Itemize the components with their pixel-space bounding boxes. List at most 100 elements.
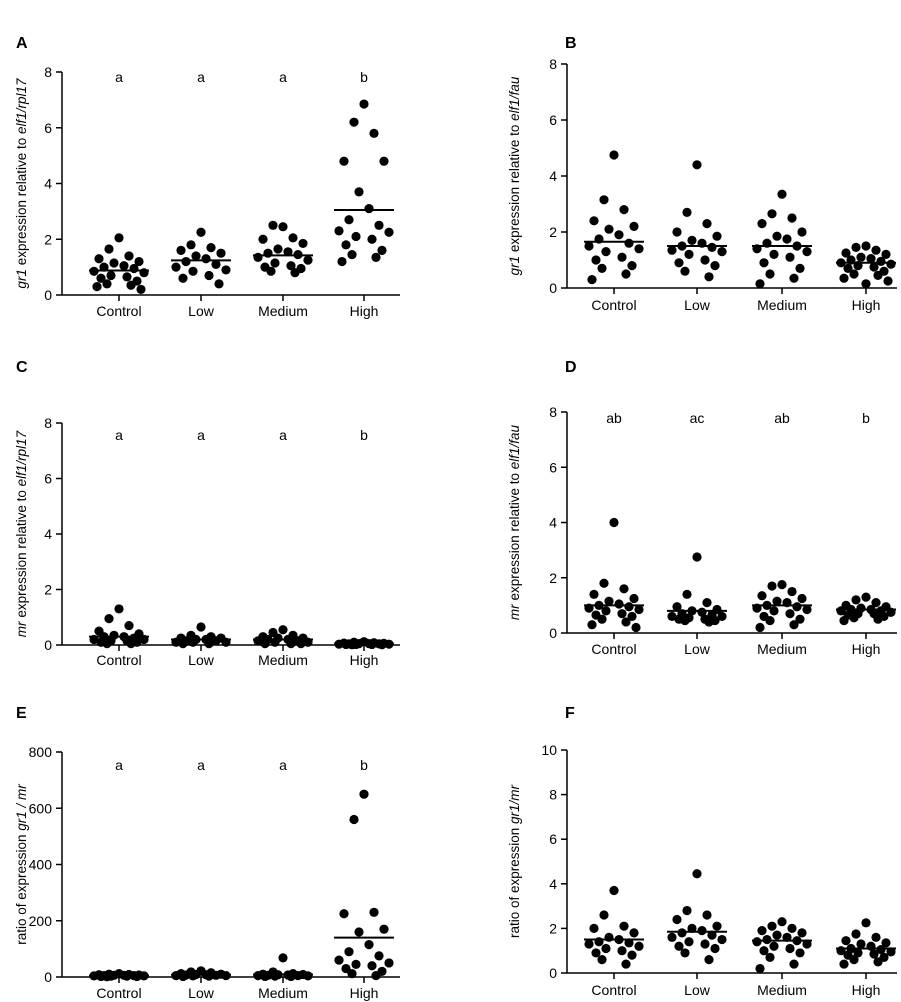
data-point	[178, 971, 188, 982]
data-point	[617, 946, 627, 956]
y-tick-label: 0	[549, 625, 557, 641]
data-point	[802, 939, 812, 949]
data-point	[270, 971, 280, 981]
data-point	[755, 963, 765, 974]
data-point	[789, 620, 799, 630]
x-tick-label: Medium	[258, 303, 308, 319]
data-point	[785, 252, 795, 262]
data-point	[273, 244, 283, 254]
data-point	[211, 259, 221, 269]
data-point	[795, 614, 805, 624]
data-point	[762, 934, 772, 945]
x-tick-label: Low	[188, 985, 215, 1001]
data-point	[873, 614, 883, 624]
data-point	[881, 249, 891, 259]
data-point	[717, 611, 727, 622]
data-point	[609, 885, 619, 896]
data-point	[674, 941, 684, 951]
data-point	[629, 221, 639, 231]
data-point	[682, 905, 692, 916]
data-point	[873, 957, 883, 967]
x-tick-label: Control	[591, 297, 636, 313]
significance-letter: b	[360, 69, 368, 85]
data-point	[631, 622, 641, 633]
data-point	[371, 970, 381, 981]
data-point	[767, 209, 777, 219]
y-tick-label: 6	[44, 471, 52, 487]
y-tick-label: 6	[549, 831, 557, 847]
panel-letter: D	[565, 359, 577, 376]
data-point	[216, 248, 226, 258]
data-point	[680, 615, 690, 626]
data-point	[347, 640, 357, 650]
panel-letter: A	[16, 35, 28, 52]
y-axis-label-part: elf1/fau	[507, 76, 522, 121]
data-point	[334, 226, 344, 236]
x-tick-label: Low	[188, 652, 215, 668]
data-point	[769, 941, 779, 951]
data-point	[677, 928, 687, 938]
data-point	[704, 955, 714, 965]
data-point	[597, 955, 607, 965]
panel-f: F 0 2 4 6 8 10 ratio of expression gr1/mr Contro…	[507, 705, 897, 998]
data-point	[178, 273, 188, 283]
data-point	[604, 596, 614, 606]
data-point	[349, 117, 359, 127]
data-point	[717, 247, 727, 257]
data-point	[109, 258, 119, 268]
data-point	[849, 269, 859, 279]
data-point	[102, 279, 112, 289]
y-tick-label: 4	[44, 176, 52, 192]
data-point	[268, 220, 278, 230]
data-point	[624, 602, 634, 612]
data-point	[787, 213, 797, 223]
y-tick-label: 10	[541, 742, 557, 758]
data-point	[617, 609, 627, 619]
data-point	[303, 255, 313, 265]
data-point	[371, 252, 381, 262]
data-point	[369, 907, 379, 917]
data-point	[181, 256, 191, 267]
data-point	[680, 266, 690, 276]
data-point	[359, 99, 369, 109]
data-point	[700, 255, 710, 265]
data-point	[789, 273, 799, 283]
data-point	[752, 937, 762, 947]
data-point	[379, 156, 389, 166]
data-point	[634, 604, 644, 615]
data-point	[697, 926, 707, 936]
data-point	[785, 609, 795, 619]
data-point	[587, 275, 597, 285]
data-point	[171, 262, 181, 272]
panel-b: B 0 2 4 6 8 gr1 expression relative to elf1/fa…	[507, 35, 897, 313]
significance-letter: a	[197, 427, 205, 443]
data-point	[765, 615, 775, 626]
y-axis-label-part: ratio of expression	[14, 831, 29, 945]
data-point	[684, 249, 694, 259]
data-point	[591, 948, 601, 958]
data-point	[377, 640, 387, 650]
significance-letter: b	[862, 410, 870, 426]
data-point	[347, 969, 357, 979]
data-point	[634, 941, 644, 951]
data-point	[883, 276, 893, 286]
panel-letter: B	[565, 35, 577, 52]
data-point	[347, 249, 357, 260]
data-point	[797, 227, 807, 237]
data-point	[710, 261, 720, 271]
data-point	[119, 261, 129, 271]
y-axis-label: gr1 expression relative to elf1/fau	[507, 76, 522, 275]
data-point	[96, 273, 106, 283]
data-point	[367, 961, 377, 971]
y-tick-label: 0	[44, 287, 52, 303]
data-point	[206, 243, 216, 253]
data-point	[354, 927, 364, 937]
y-tick-label: 8	[44, 64, 52, 80]
data-point	[339, 156, 349, 166]
data-point	[367, 234, 377, 244]
data-point	[102, 972, 112, 982]
data-point	[861, 241, 871, 251]
data-point	[290, 268, 300, 278]
data-point	[186, 240, 196, 250]
data-point	[787, 923, 797, 934]
